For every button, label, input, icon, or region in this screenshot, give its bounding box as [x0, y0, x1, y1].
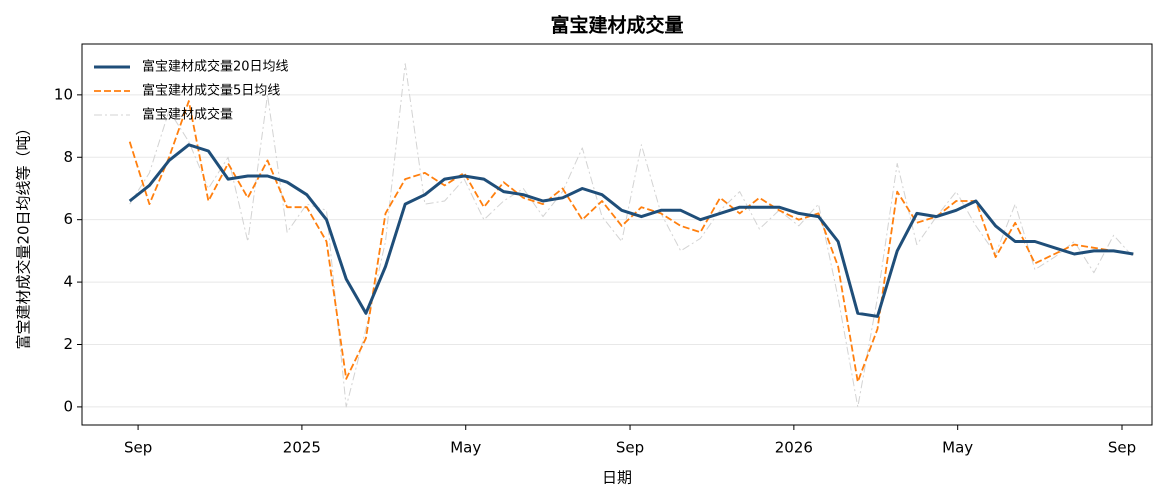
x-tick-label: Sep	[616, 439, 644, 457]
x-tick-label: May	[942, 439, 973, 457]
y-axis-label: 富宝建材成交量20日均线等（吨）	[15, 120, 33, 349]
plot-frame	[81, 43, 1153, 426]
y-tick-label: 2	[63, 335, 73, 353]
legend-label: 富宝建材成交量20日均线	[142, 59, 289, 75]
legend-label: 富宝建材成交量5日均线	[142, 83, 280, 99]
series-line	[128, 143, 1134, 318]
legend-label: 富宝建材成交量	[142, 107, 233, 123]
series-line	[128, 100, 1134, 383]
y-tick-label: 6	[63, 210, 73, 228]
y-tick-label: 8	[63, 148, 73, 166]
x-axis-label: 日期	[602, 469, 632, 487]
y-tick-label: 10	[54, 85, 73, 103]
y-tick-label: 4	[63, 273, 73, 291]
x-tick-label: May	[450, 439, 481, 457]
x-tick-label: Sep	[124, 439, 152, 457]
x-tick-label: Sep	[1108, 439, 1136, 457]
x-tick-label: 2026	[775, 439, 813, 457]
x-tick-label: 2025	[283, 439, 321, 457]
chart-title: 富宝建材成交量	[550, 14, 683, 37]
y-tick-label: 0	[63, 397, 73, 415]
series-line	[129, 63, 1134, 408]
